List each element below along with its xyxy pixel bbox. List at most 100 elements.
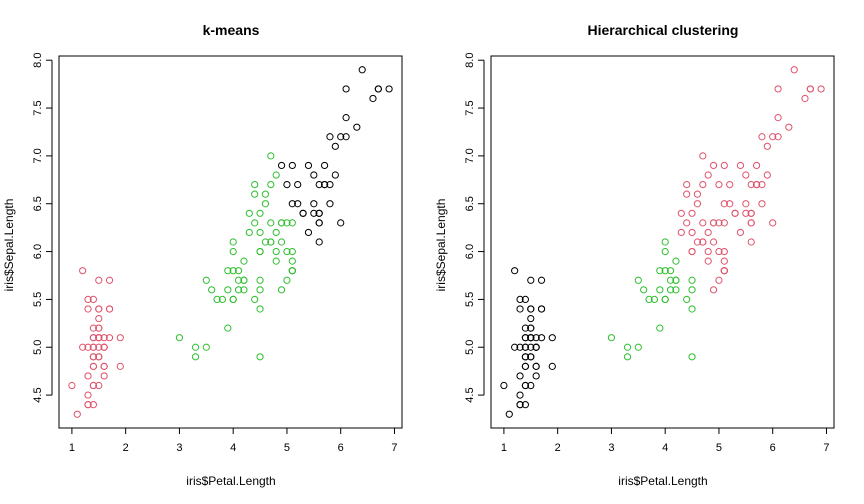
- data-point: [666, 267, 675, 275]
- data-point: [521, 353, 530, 361]
- data-point: [218, 295, 227, 304]
- y-tick-label: 6.5: [464, 196, 476, 211]
- data-point: [527, 343, 535, 351]
- data-point: [661, 247, 669, 256]
- data-point: [683, 295, 691, 304]
- data-point: [527, 276, 535, 284]
- data-point: [261, 200, 270, 208]
- data-point: [817, 85, 825, 93]
- data-point: [715, 219, 723, 227]
- x-tick-label: 4: [230, 442, 236, 454]
- data-point: [116, 334, 124, 342]
- data-point: [256, 276, 264, 284]
- data-point: [742, 200, 750, 208]
- data-point: [342, 114, 350, 122]
- data-point: [521, 401, 530, 409]
- data-point: [251, 180, 259, 189]
- data-point: [521, 324, 530, 332]
- data-point: [709, 219, 718, 227]
- data-point: [656, 267, 664, 275]
- data-point: [240, 257, 248, 265]
- data-point: [521, 334, 530, 342]
- data-point: [688, 209, 696, 217]
- data-point: [89, 343, 98, 351]
- data-point: [752, 180, 761, 189]
- data-point: [277, 219, 286, 227]
- data-point: [645, 295, 653, 304]
- data-point: [256, 305, 264, 313]
- data-point: [240, 276, 248, 284]
- data-point: [623, 343, 632, 351]
- data-point: [95, 353, 103, 361]
- data-point: [747, 209, 755, 217]
- data-point: [752, 161, 761, 170]
- data-point: [310, 200, 318, 208]
- data-point: [358, 66, 366, 74]
- data-point: [677, 209, 685, 217]
- data-point: [256, 228, 264, 237]
- data-point: [769, 133, 777, 141]
- data-point: [89, 362, 98, 370]
- y-tick-label: 7.0: [32, 148, 44, 163]
- data-point: [742, 209, 750, 217]
- data-point: [704, 247, 712, 256]
- data-point: [726, 180, 734, 189]
- data-point: [175, 334, 184, 342]
- data-point: [704, 257, 712, 265]
- data-point: [688, 353, 696, 361]
- data-point: [683, 180, 691, 189]
- data-point: [342, 133, 350, 141]
- data-point: [256, 209, 264, 217]
- data-point: [315, 209, 323, 217]
- data-point: [95, 381, 103, 390]
- data-point: [763, 142, 771, 150]
- data-point: [326, 133, 334, 141]
- data-point: [272, 228, 280, 237]
- data-point: [683, 190, 691, 198]
- data-point: [385, 85, 393, 93]
- data-point: [699, 152, 707, 160]
- data-point: [516, 305, 524, 313]
- data-point: [747, 238, 755, 246]
- data-point: [84, 305, 92, 313]
- data-point: [527, 314, 535, 323]
- data-point: [720, 161, 728, 170]
- data-point: [68, 381, 76, 390]
- data-point: [516, 343, 524, 351]
- data-point: [84, 401, 92, 409]
- data-point: [191, 343, 200, 351]
- data-point: [715, 276, 723, 284]
- y-tick-label: 5.5: [32, 292, 44, 307]
- data-point: [699, 238, 707, 246]
- data-point: [720, 247, 728, 256]
- hierarchical-panel: Hierarchical clustering iris$Petal.Lengt…: [434, 22, 835, 488]
- data-point: [267, 152, 275, 160]
- data-point: [79, 267, 87, 275]
- x-tick-label: 6: [338, 442, 344, 454]
- chart-title: Hierarchical clustering: [588, 22, 739, 38]
- data-point: [623, 353, 632, 361]
- data-point: [747, 180, 755, 189]
- data-point: [801, 94, 809, 103]
- data-point: [245, 228, 253, 237]
- data-point: [277, 238, 286, 246]
- data-point: [224, 267, 232, 275]
- data-point: [320, 161, 329, 170]
- data-point: [245, 209, 253, 217]
- data-point: [105, 276, 114, 284]
- data-point: [84, 372, 92, 380]
- data-point: [736, 161, 745, 170]
- data-point: [726, 200, 734, 208]
- data-point: [511, 343, 519, 351]
- data-point: [304, 161, 313, 170]
- y-tick-label: 5.0: [32, 340, 44, 355]
- data-point: [720, 200, 728, 208]
- data-point: [256, 286, 264, 294]
- data-point: [369, 94, 377, 103]
- data-point: [650, 295, 659, 304]
- data-point: [229, 238, 237, 246]
- data-point: [84, 343, 92, 351]
- data-point: [224, 324, 232, 332]
- data-point: [672, 276, 680, 284]
